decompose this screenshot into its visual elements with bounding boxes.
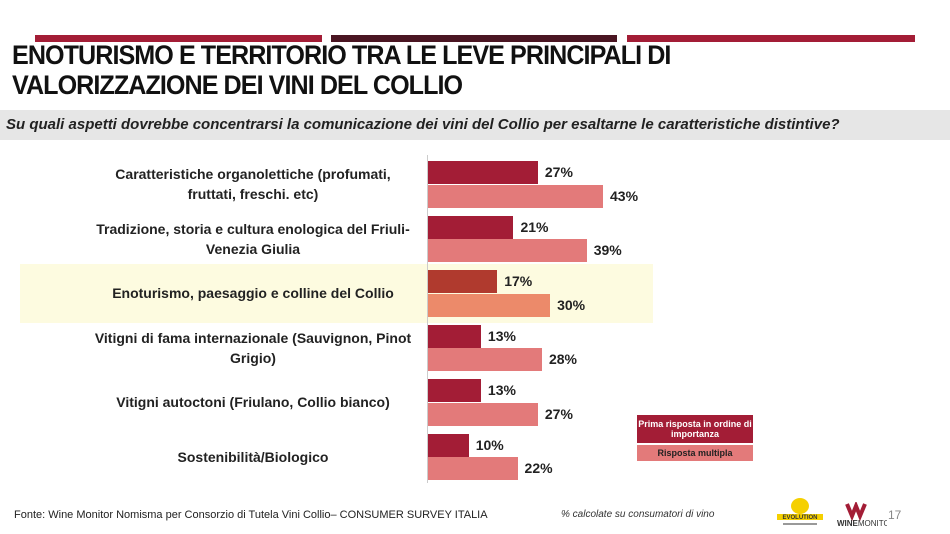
bar-primary (428, 215, 514, 239)
category-label: Vitigni autoctoni (Friulano, Collio bian… (116, 394, 390, 410)
value-label: 10% (475, 436, 504, 453)
title-rule-1 (35, 35, 322, 42)
value-label: 28% (548, 351, 577, 367)
bar-primary (428, 270, 498, 293)
bar-primary (428, 379, 481, 402)
bar-primary (428, 161, 538, 184)
category-label: Sostenibilità/Biologico (177, 448, 329, 465)
value-label: 13% (487, 382, 516, 398)
bar-multiple (428, 348, 542, 371)
title-rule-2 (331, 35, 617, 42)
note: % calcolate su consumatori di vino (561, 509, 715, 520)
category-label: Tradizione, storia e cultura enologica d… (96, 220, 410, 257)
bar-primary (428, 433, 469, 457)
title-rule-3 (627, 35, 915, 42)
value-label: 43% (610, 187, 639, 204)
category-label: Caratteristiche organolettiche (profumat… (115, 166, 391, 202)
value-label: 30% (557, 296, 586, 313)
chart-axis (427, 155, 428, 483)
value-label: 22% (524, 460, 553, 476)
svg-text:EVOLUTION: EVOLUTION (782, 515, 817, 521)
category-label: Enoturismo, paesaggio e colline del Coll… (112, 285, 394, 301)
question: Su quali aspetti dovrebbe concentrarsi l… (6, 116, 840, 133)
bar-multiple (428, 239, 587, 262)
bar-multiple (428, 402, 538, 426)
value-label: 39% (593, 242, 622, 258)
source: Fonte: Wine Monitor Nomisma per Consorzi… (14, 509, 488, 521)
category-label: Vitigni di fama internazionale (Sauvigno… (94, 329, 412, 366)
value-label: 27% (544, 164, 573, 180)
legend-primary: Prima risposta in ordine di importanza (637, 415, 753, 443)
value-label: 27% (544, 405, 573, 422)
question-bar: Su quali aspetti dovrebbe concentrarsi l… (0, 110, 950, 140)
value-label: 13% (487, 327, 516, 344)
bar-multiple (428, 457, 518, 480)
page-title: ENOTURISMO E TERRITORIO TRA LE LEVE PRIN… (12, 40, 671, 100)
legend-multiple: Risposta multipla (637, 445, 753, 461)
svg-text:WINEMONITOR: WINEMONITOR (837, 519, 887, 528)
evolution-logo: EVOLUTION (777, 498, 823, 525)
bar-multiple (428, 184, 603, 208)
value-label: 21% (520, 218, 549, 235)
page-number: 17 (888, 508, 902, 522)
winemonitor-logo: WINEMONITOR (837, 502, 887, 528)
value-label: 17% (504, 273, 533, 289)
bar-primary (428, 324, 481, 348)
bar-multiple (428, 293, 551, 317)
